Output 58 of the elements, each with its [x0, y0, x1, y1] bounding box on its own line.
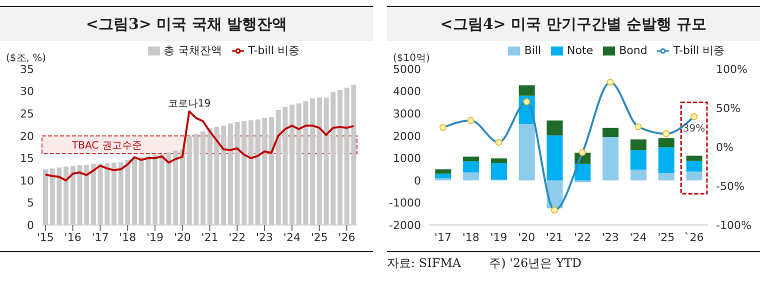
- x-tick-label: '20: [518, 230, 536, 244]
- x-tick-label: '16: [64, 230, 82, 244]
- text: 자료: SIFMA: [387, 256, 462, 270]
- chart-title: <그림4> 미국 만기구간별 순발행 규모: [387, 6, 760, 41]
- y-tick-label: 10: [20, 174, 34, 188]
- y-tick-label: 5: [27, 196, 34, 210]
- y2-tick-label: 0%: [716, 140, 734, 154]
- legend-label: Note: [567, 44, 594, 57]
- legend-label: 총 국채잔액: [164, 44, 222, 57]
- chart-title: <그림3> 미국 국채 발행잔액: [0, 6, 373, 41]
- y2-tick-label: 50%: [716, 102, 740, 115]
- x-tick-label: '17: [434, 230, 452, 244]
- y-tick-label: 0: [27, 218, 34, 232]
- y-tick-label: -2000: [389, 218, 421, 232]
- x-tick-label: '22: [574, 230, 591, 244]
- y2-tick-label: 100%: [716, 62, 748, 76]
- y-axis-title: ($10억): [393, 52, 430, 64]
- x-tick-label: '20: [174, 230, 191, 244]
- band-label: TBAC 권고수준: [71, 140, 142, 152]
- x-tick-label: `26: [684, 230, 704, 244]
- x-tick-label: '18: [462, 230, 480, 244]
- x-tick-label: '23: [256, 230, 274, 244]
- x-tick-label: '24: [283, 230, 300, 244]
- y-tick-label: 30: [20, 85, 34, 98]
- y2-tick-label: -50%: [716, 180, 744, 193]
- legend-label: Bond: [619, 44, 648, 57]
- y-tick-label: -1000: [389, 196, 421, 210]
- y-tick-label: 4000: [393, 85, 421, 98]
- x-tick-label: '21: [546, 230, 564, 244]
- text: 주) '26년은 YTD: [489, 256, 582, 270]
- y-axis-title: ($조, %): [6, 52, 46, 64]
- x-tick-label: '15: [36, 230, 54, 244]
- x-tick-label: '25: [310, 230, 328, 244]
- x-tick-label: '24: [630, 230, 647, 244]
- y-tick-label: 0: [414, 174, 421, 188]
- y2-tick-label: -100%: [716, 218, 752, 232]
- x-tick-label: '22: [228, 230, 246, 244]
- y-tick-label: 3000: [393, 107, 421, 120]
- data-label: 39%: [682, 124, 706, 135]
- x-tick-label: '18: [119, 230, 136, 244]
- legend-label: Bill: [524, 44, 542, 57]
- y-tick-label: 35: [20, 62, 34, 76]
- x-tick-label: '17: [92, 230, 109, 244]
- legend-label: T-bill 비중: [248, 44, 300, 57]
- x-tick-label: '25: [658, 230, 675, 244]
- x-tick-label: '19: [490, 230, 508, 244]
- x-tick-label: '21: [201, 230, 218, 244]
- y-tick-label: 20: [20, 130, 34, 143]
- x-tick-label: '23: [602, 230, 619, 244]
- y-tick-label: 2000: [393, 130, 421, 143]
- y-tick-label: 1000: [393, 152, 421, 166]
- x-tick-label: '19: [146, 230, 164, 244]
- legend-label: T-bill 비중: [673, 44, 725, 57]
- y-tick-label: 25: [20, 107, 34, 120]
- x-tick-label: '26: [338, 230, 356, 244]
- annotation: 코로나19: [168, 98, 211, 110]
- y-tick-label: 5000: [393, 62, 421, 76]
- y-tick-label: 15: [20, 152, 34, 166]
